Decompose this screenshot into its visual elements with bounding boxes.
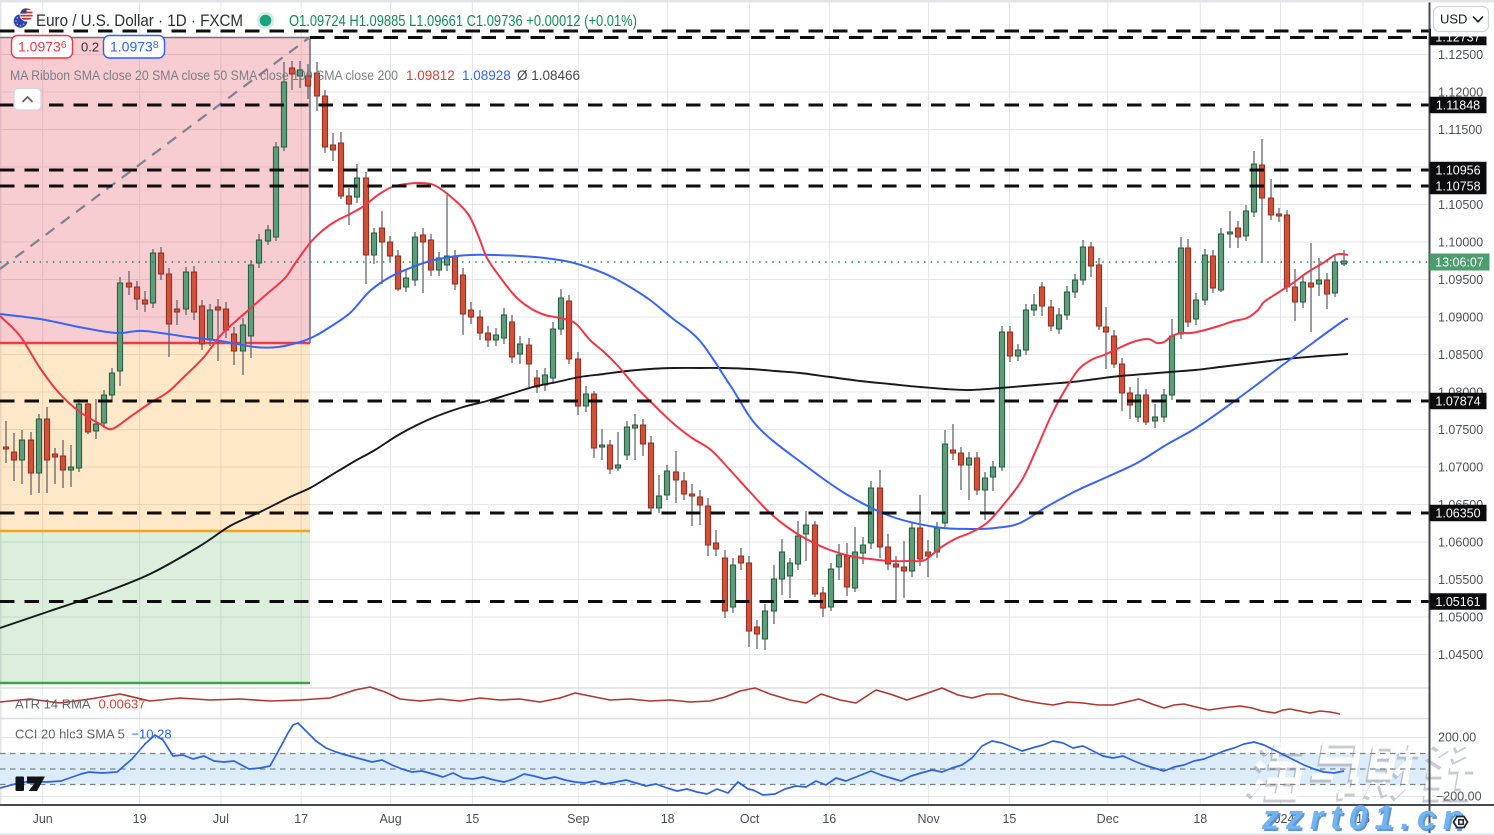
svg-text:1.11848: 1.11848 bbox=[1436, 98, 1480, 112]
svg-text:1.09812: 1.09812 bbox=[406, 68, 455, 83]
svg-text:ATR 14 RMA 0.00637: ATR 14 RMA 0.00637 bbox=[15, 697, 146, 712]
svg-text:1.09736: 1.09736 bbox=[18, 39, 67, 55]
svg-text:15: 15 bbox=[1002, 812, 1016, 826]
svg-text:Oct: Oct bbox=[740, 812, 760, 826]
svg-text:1.10000: 1.10000 bbox=[1438, 235, 1483, 249]
svg-text:16: 16 bbox=[822, 812, 836, 826]
svg-text:200.00: 200.00 bbox=[1438, 731, 1476, 745]
svg-text:18: 18 bbox=[1193, 812, 1207, 826]
svg-text:Jun: Jun bbox=[33, 812, 53, 826]
svg-text:15: 15 bbox=[1356, 812, 1370, 826]
svg-text:1.05161: 1.05161 bbox=[1435, 595, 1480, 609]
svg-text:1.12500: 1.12500 bbox=[1438, 48, 1483, 62]
svg-text:1.10956: 1.10956 bbox=[1435, 163, 1480, 177]
svg-text:1.07874: 1.07874 bbox=[1435, 394, 1480, 408]
svg-text:O1.09724 H1.09885 L1.09661 C1.: O1.09724 H1.09885 L1.09661 C1.09736 +0.0… bbox=[289, 13, 637, 30]
svg-text:1.11500: 1.11500 bbox=[1438, 123, 1482, 137]
svg-text:Ø 1.08466: Ø 1.08466 bbox=[517, 68, 580, 83]
svg-text:1.05000: 1.05000 bbox=[1438, 610, 1483, 624]
svg-text:MA Ribbon SMA close 20 SMA clo: MA Ribbon SMA close 20 SMA close 50 SMA … bbox=[10, 68, 398, 83]
svg-text:−200.00: −200.00 bbox=[1436, 790, 1482, 804]
svg-text:1.06350: 1.06350 bbox=[1435, 506, 1480, 520]
svg-text:1.09000: 1.09000 bbox=[1438, 310, 1483, 324]
svg-text:Nov: Nov bbox=[917, 812, 940, 826]
svg-text:1.05500: 1.05500 bbox=[1438, 573, 1483, 587]
svg-text:13:06:07: 13:06:07 bbox=[1435, 256, 1484, 270]
svg-text:zzrt01.cn: zzrt01.cn bbox=[1263, 801, 1473, 835]
svg-text:1.10500: 1.10500 bbox=[1438, 198, 1483, 212]
svg-text:1.07000: 1.07000 bbox=[1438, 460, 1483, 474]
svg-text:Jul: Jul bbox=[213, 812, 229, 826]
svg-text:0.2: 0.2 bbox=[81, 40, 99, 55]
svg-text:1.08928: 1.08928 bbox=[462, 68, 511, 83]
svg-text:2024: 2024 bbox=[1267, 812, 1295, 826]
svg-text:Euro / U.S. Dollar · 1D · FXCM: Euro / U.S. Dollar · 1D · FXCM bbox=[36, 12, 243, 30]
svg-text:USD: USD bbox=[1440, 12, 1467, 27]
svg-text:1.04500: 1.04500 bbox=[1438, 648, 1483, 662]
svg-text:15: 15 bbox=[465, 812, 479, 826]
svg-text:zzrt01.cn: zzrt01.cn bbox=[1261, 799, 1471, 835]
svg-text:1.08500: 1.08500 bbox=[1438, 348, 1483, 362]
svg-text:Sep: Sep bbox=[567, 812, 589, 826]
svg-text:1.07500: 1.07500 bbox=[1438, 423, 1483, 437]
svg-text:1.09738: 1.09738 bbox=[110, 39, 159, 55]
svg-text:1.10758: 1.10758 bbox=[1435, 179, 1480, 193]
svg-text:1.12000: 1.12000 bbox=[1438, 85, 1483, 99]
svg-text:Dec: Dec bbox=[1097, 812, 1119, 826]
svg-text:1.06000: 1.06000 bbox=[1438, 535, 1483, 549]
svg-text:19: 19 bbox=[133, 812, 147, 826]
svg-text:CCI 20 hlc3 SMA 5 −10.28: CCI 20 hlc3 SMA 5 −10.28 bbox=[15, 727, 172, 742]
svg-text:18: 18 bbox=[661, 812, 675, 826]
svg-text:17: 17 bbox=[294, 812, 308, 826]
svg-text:1.09500: 1.09500 bbox=[1438, 273, 1483, 287]
svg-text:Aug: Aug bbox=[379, 812, 401, 826]
